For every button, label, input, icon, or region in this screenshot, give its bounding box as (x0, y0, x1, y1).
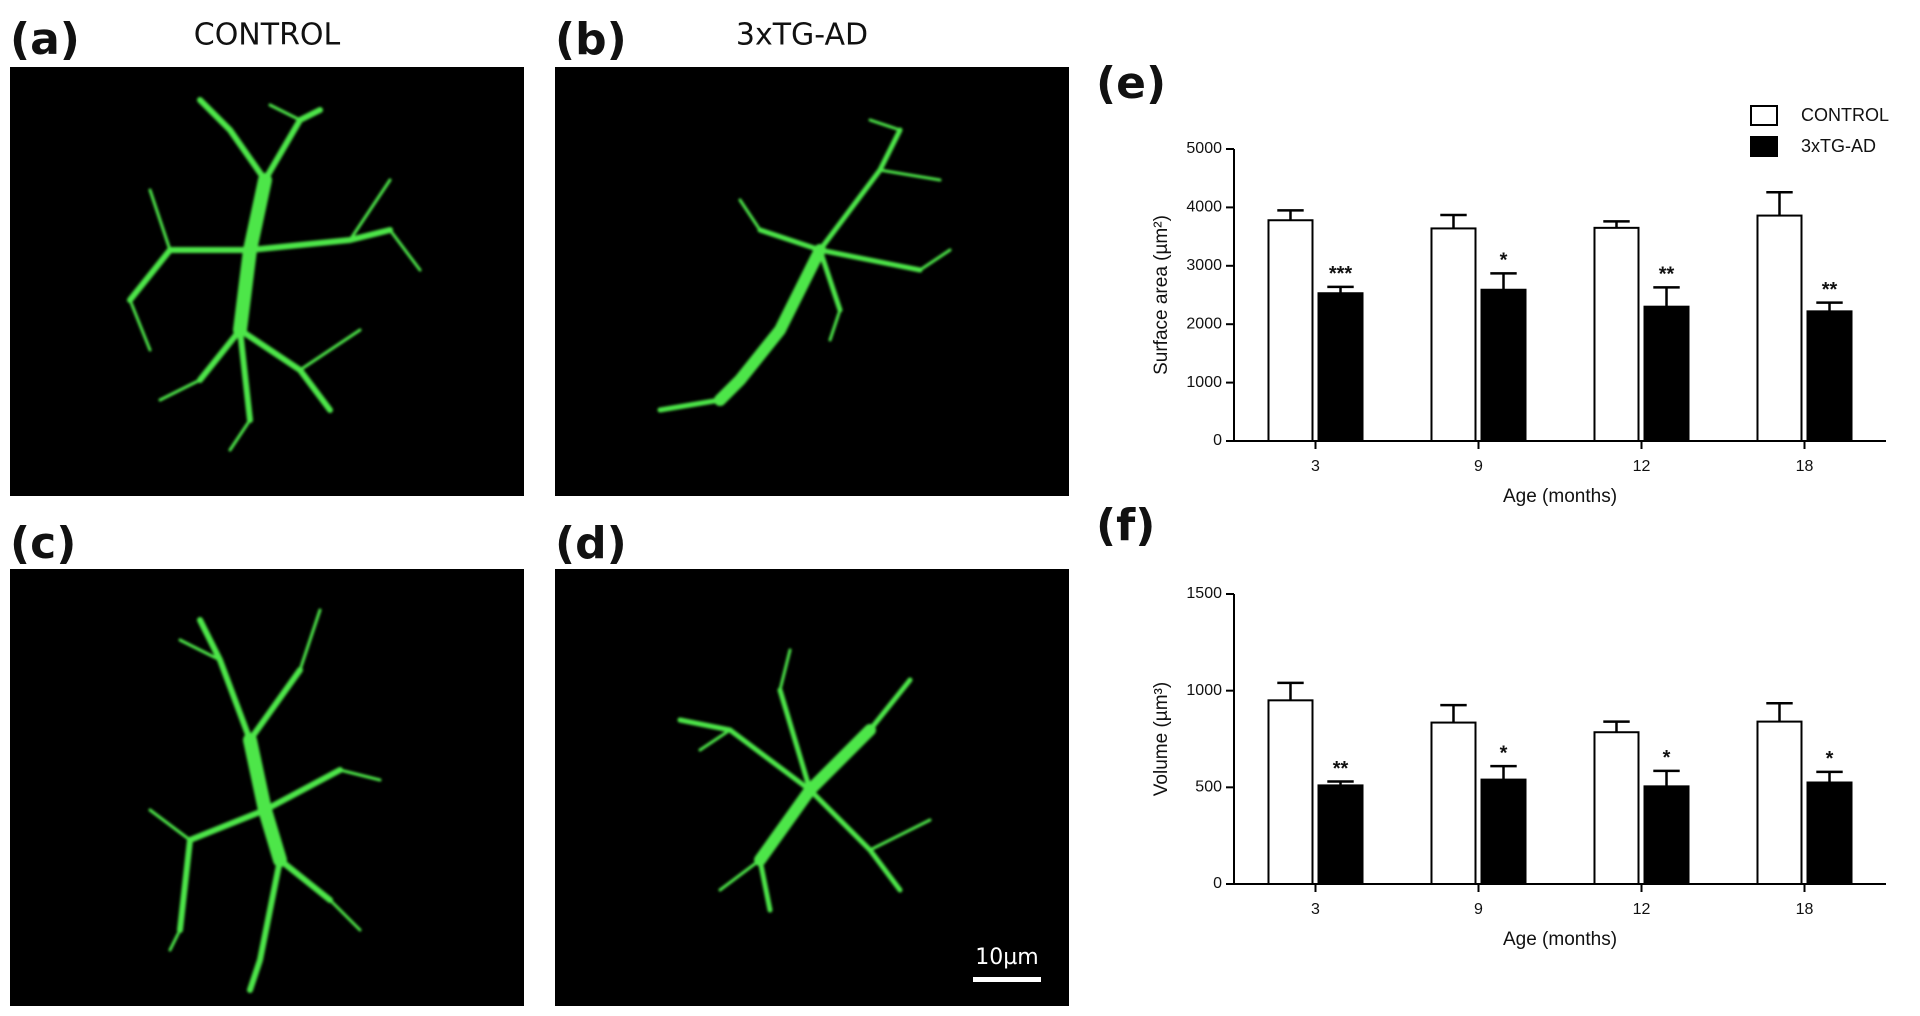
bar (1593, 226, 1640, 442)
bar (1806, 781, 1853, 885)
y-tick-label: 1500 (1186, 585, 1222, 602)
bar (1430, 227, 1477, 442)
legend-swatch (1750, 105, 1778, 126)
bar (1480, 288, 1527, 442)
bar (1267, 219, 1314, 442)
y-tick-label: 1000 (1186, 374, 1222, 391)
significance-label: *** (1329, 263, 1353, 285)
y-tick-label: 0 (1213, 875, 1222, 892)
bar (1806, 310, 1853, 442)
significance-label: * (1500, 250, 1508, 272)
x-tick-label: 18 (1796, 458, 1814, 475)
bar (1317, 784, 1364, 886)
significance-label: * (1826, 748, 1834, 770)
bar (1756, 720, 1803, 885)
legend-swatch (1750, 136, 1778, 157)
panel-title: 3xTG-AD (736, 18, 868, 53)
x-tick-label: 3 (1311, 901, 1320, 918)
astrocyte-b (657, 118, 952, 413)
x-tick-label: 9 (1474, 458, 1483, 475)
significance-label: * (1500, 742, 1508, 764)
x-tick-label: 12 (1633, 901, 1651, 918)
x-axis-label: Age (months) (1503, 486, 1617, 507)
x-tick-label: 12 (1633, 458, 1651, 475)
astrocyte-a (127, 97, 422, 452)
bar (1643, 305, 1690, 442)
significance-label: ** (1333, 758, 1349, 780)
panel-label: (d) (555, 518, 627, 569)
legend-label: CONTROL (1801, 105, 1889, 125)
y-tick-label: 1000 (1186, 682, 1222, 699)
bar (1593, 731, 1640, 885)
legend-label: 3xTG-AD (1801, 136, 1876, 156)
chart-label: (e) (1096, 58, 1166, 109)
bar (1756, 214, 1803, 442)
scale-bar (973, 977, 1041, 982)
significance-label: * (1663, 747, 1671, 769)
x-tick-label: 18 (1796, 901, 1814, 918)
bar (1480, 778, 1527, 885)
micrograph-b (555, 67, 1069, 496)
bar (1643, 785, 1690, 885)
micrograph-a (10, 67, 524, 496)
chart-label: (f) (1096, 500, 1155, 551)
x-tick-label: 3 (1311, 458, 1320, 475)
y-axis-label: Surface area (µm²) (1151, 215, 1172, 375)
scale-bar-label: 10µm (975, 945, 1038, 970)
panel-title: CONTROL (194, 18, 341, 53)
y-tick-label: 0 (1213, 432, 1222, 449)
panel-label: (b) (555, 14, 627, 65)
panel-label: (c) (10, 518, 76, 569)
y-tick-label: 3000 (1186, 257, 1222, 274)
y-axis-label: Volume (µm³) (1151, 682, 1172, 796)
y-tick-label: 4000 (1186, 199, 1222, 216)
astrocyte-d (677, 648, 932, 913)
significance-label: ** (1659, 264, 1675, 286)
bar (1430, 721, 1477, 885)
bar (1267, 699, 1314, 885)
x-axis-label: Age (months) (1503, 929, 1617, 950)
y-tick-label: 2000 (1186, 315, 1222, 332)
panel-label: (a) (10, 14, 80, 65)
significance-label: ** (1822, 279, 1838, 301)
astrocyte-c (148, 608, 382, 993)
y-tick-label: 500 (1195, 779, 1222, 796)
x-tick-label: 9 (1474, 901, 1483, 918)
y-tick-label: 5000 (1186, 140, 1222, 157)
bar (1317, 292, 1364, 442)
